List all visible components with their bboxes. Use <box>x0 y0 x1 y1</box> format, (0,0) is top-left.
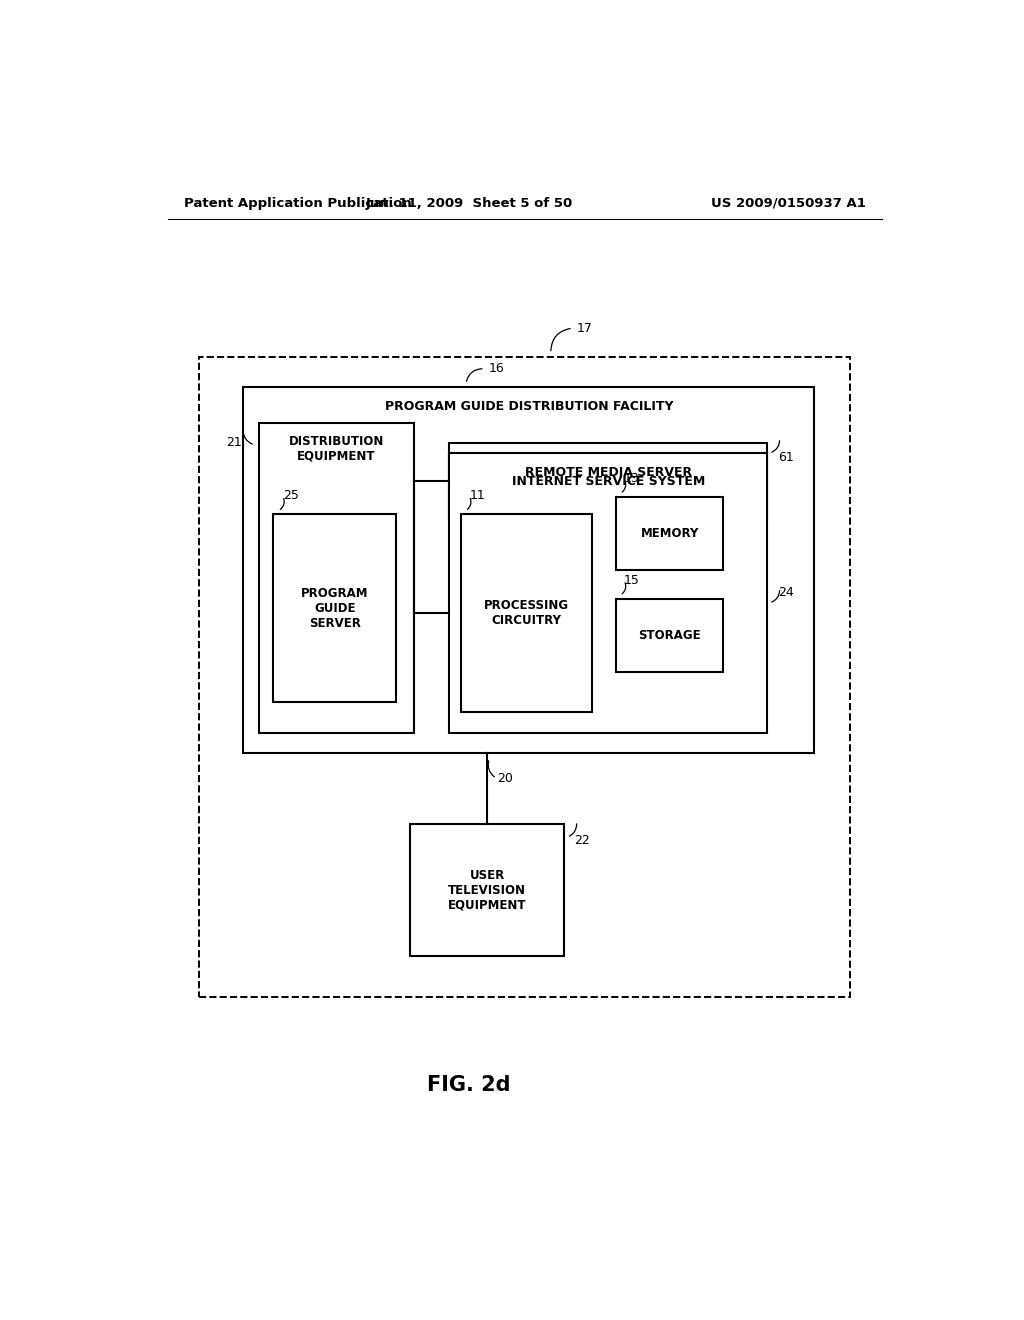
Bar <box>410 824 564 956</box>
Text: STORAGE: STORAGE <box>638 628 701 642</box>
Text: REMOTE MEDIA SERVER: REMOTE MEDIA SERVER <box>524 466 691 479</box>
Text: 25: 25 <box>283 490 299 503</box>
Bar <box>450 444 767 519</box>
Text: PROCESSING
CIRCUITRY: PROCESSING CIRCUITRY <box>484 599 569 627</box>
Text: 11: 11 <box>469 490 485 503</box>
Text: FIG. 2d: FIG. 2d <box>427 1076 511 1096</box>
Text: MEMORY: MEMORY <box>640 527 698 540</box>
Text: 15: 15 <box>624 574 640 586</box>
Text: PROGRAM
GUIDE
SERVER: PROGRAM GUIDE SERVER <box>301 586 369 630</box>
Text: DISTRIBUTION
EQUIPMENT: DISTRIBUTION EQUIPMENT <box>289 434 384 463</box>
Bar <box>259 422 414 733</box>
Text: Patent Application Publication: Patent Application Publication <box>183 197 412 210</box>
Text: 17: 17 <box>577 322 593 335</box>
Bar <box>273 513 396 702</box>
Text: 16: 16 <box>488 362 505 375</box>
Bar <box>616 496 723 570</box>
Text: 22: 22 <box>574 834 590 847</box>
Text: 21: 21 <box>225 437 242 450</box>
Text: 61: 61 <box>778 451 794 465</box>
Text: US 2009/0150937 A1: US 2009/0150937 A1 <box>712 197 866 210</box>
Text: 13: 13 <box>624 473 640 484</box>
Text: USER
TELEVISION
EQUIPMENT: USER TELEVISION EQUIPMENT <box>447 869 526 912</box>
Text: INTERNET SERVICE SYSTEM: INTERNET SERVICE SYSTEM <box>512 475 705 487</box>
Text: 20: 20 <box>497 772 512 785</box>
Text: 24: 24 <box>778 586 794 599</box>
Text: PROGRAM GUIDE DISTRIBUTION FACILITY: PROGRAM GUIDE DISTRIBUTION FACILITY <box>385 400 673 413</box>
Text: Jun. 11, 2009  Sheet 5 of 50: Jun. 11, 2009 Sheet 5 of 50 <box>366 197 572 210</box>
Bar <box>450 453 767 733</box>
Bar <box>200 356 850 997</box>
Bar <box>616 598 723 672</box>
Bar <box>243 387 814 752</box>
Bar <box>461 515 592 713</box>
